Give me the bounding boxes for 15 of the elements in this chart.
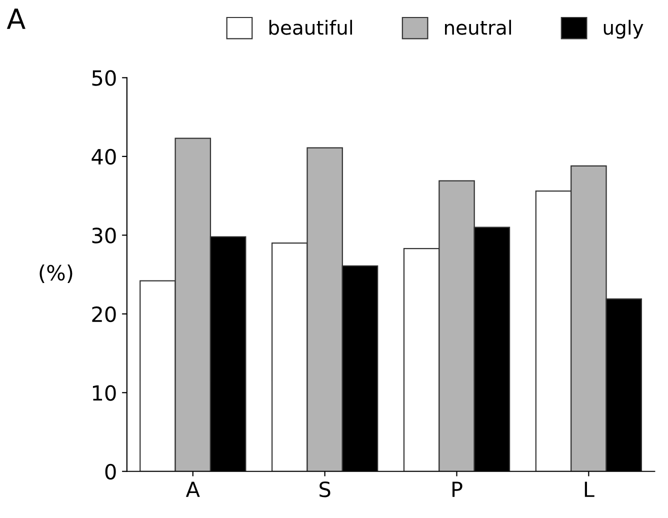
legend-label: beautiful: [269, 20, 352, 35]
x-tick-label: A: [186, 482, 200, 497]
y-axis-title: (%): [40, 264, 72, 284]
x-tick-label: L: [584, 482, 594, 497]
y-tick-label: 50: [92, 70, 116, 86]
y-tick-label: 20: [92, 306, 116, 322]
y-tick-label: 40: [92, 148, 116, 165]
x-tick-label: S: [320, 481, 330, 498]
y-tick-label: 10: [92, 385, 116, 401]
chart-title: A: [6, 8, 26, 29]
y-tick-label: 0: [105, 464, 116, 480]
y-tick-label: 30: [92, 228, 116, 244]
legend-label: neutral: [445, 20, 511, 35]
legend-label: ugly: [604, 20, 644, 39]
x-tick-label: P: [452, 482, 462, 497]
